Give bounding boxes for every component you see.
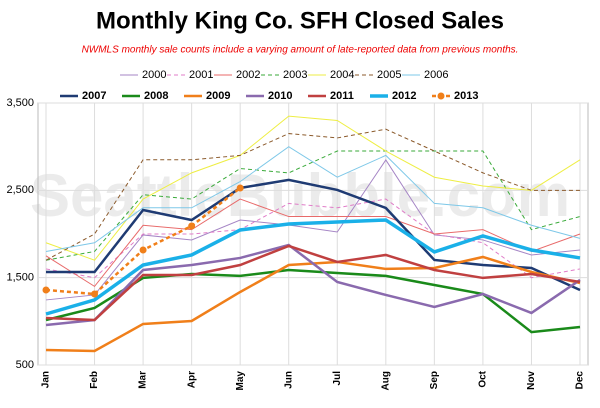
legend-label: 2002 bbox=[236, 69, 260, 81]
legend-label: 2000 bbox=[142, 69, 166, 81]
point-marker bbox=[42, 286, 50, 294]
x-tick-label: Nov bbox=[526, 371, 537, 390]
series-line bbox=[45, 146, 581, 252]
series-line bbox=[45, 244, 581, 322]
x-tick-label: Jul bbox=[332, 371, 343, 386]
legend-label: 2009 bbox=[206, 90, 230, 102]
x-tick-label: Oct bbox=[478, 370, 489, 387]
series-line bbox=[45, 198, 581, 288]
series-line bbox=[45, 218, 581, 316]
point-marker bbox=[91, 290, 99, 298]
chart-title: Monthly King Co. SFH Closed Sales bbox=[96, 7, 504, 34]
legend-label: 2010 bbox=[268, 90, 292, 102]
x-tick-label: Aug bbox=[380, 371, 391, 390]
point-marker bbox=[236, 184, 244, 192]
x-tick-label: Apr bbox=[186, 371, 197, 388]
series-line bbox=[45, 128, 580, 261]
x-tick-label: Jun bbox=[283, 371, 294, 389]
legend-marker bbox=[437, 92, 445, 100]
legend-label: 2001 bbox=[189, 69, 213, 81]
y-tick-label: 2,500 bbox=[6, 184, 34, 196]
x-tick-label: Feb bbox=[89, 371, 100, 389]
legend-label: 2013 bbox=[454, 90, 478, 102]
legend-label: 2011 bbox=[330, 90, 354, 102]
watermark: SeattleBubble.com bbox=[30, 162, 570, 229]
legend-label: 2005 bbox=[377, 69, 401, 81]
series-line bbox=[45, 115, 581, 261]
y-tick-label: 500 bbox=[16, 359, 34, 371]
legend-label: 2004 bbox=[330, 69, 354, 81]
x-tick-label: Dec bbox=[575, 371, 586, 390]
x-tick-label: Sep bbox=[429, 371, 440, 389]
plot-area bbox=[37, 102, 589, 366]
legend-label: 2003 bbox=[283, 69, 307, 81]
x-tick-label: Jan bbox=[41, 371, 52, 388]
legend-label: 2008 bbox=[144, 90, 168, 102]
series-line bbox=[45, 243, 581, 327]
y-tick-label: 1,500 bbox=[6, 272, 34, 284]
series-line bbox=[45, 159, 581, 301]
x-tick-label: May bbox=[235, 371, 246, 391]
point-marker bbox=[188, 222, 196, 230]
series-line bbox=[45, 150, 581, 261]
x-tick-label: Mar bbox=[138, 371, 149, 389]
legend-label: 2012 bbox=[392, 90, 416, 102]
y-tick-label: 3,500 bbox=[6, 97, 34, 109]
chart-subtitle: NWMLS monthly sale counts include a vary… bbox=[82, 45, 519, 56]
series-line bbox=[46, 178, 581, 292]
series-line bbox=[45, 198, 581, 279]
legend-label: 2007 bbox=[82, 90, 106, 102]
legend-label: 2006 bbox=[424, 69, 448, 81]
point-marker bbox=[139, 246, 147, 254]
